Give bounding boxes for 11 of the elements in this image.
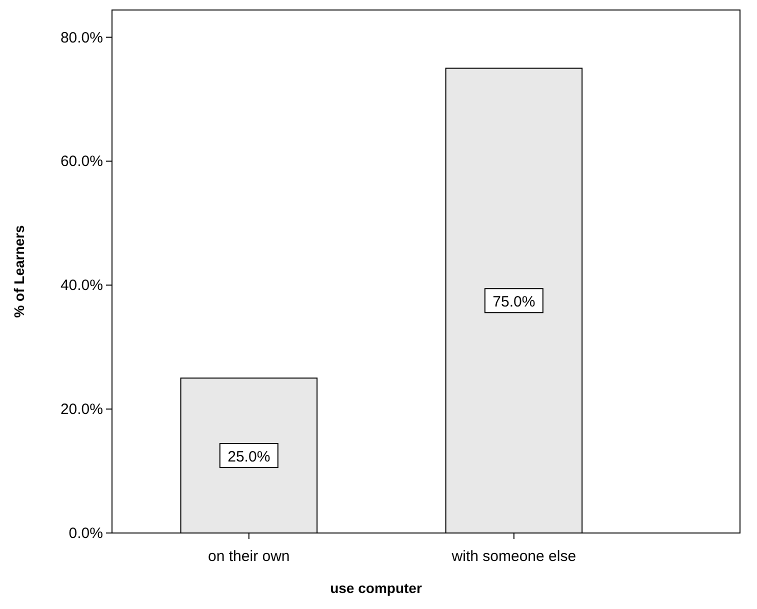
y-tick-label: 40.0%	[60, 277, 103, 294]
y-tick-label: 80.0%	[60, 29, 103, 46]
y-axis-title: % of Learners	[11, 224, 27, 318]
x-tick-label: with someone else	[450, 548, 576, 565]
x-tick-label: on their own	[208, 548, 290, 565]
x-axis-title: use computer	[330, 580, 422, 596]
y-tick-label: 60.0%	[60, 153, 103, 170]
y-tick-label: 0.0%	[68, 525, 103, 542]
data-label: 75.0%	[492, 294, 536, 311]
data-label: 25.0%	[228, 448, 270, 466]
y-tick-label: 20.0%	[60, 401, 103, 418]
